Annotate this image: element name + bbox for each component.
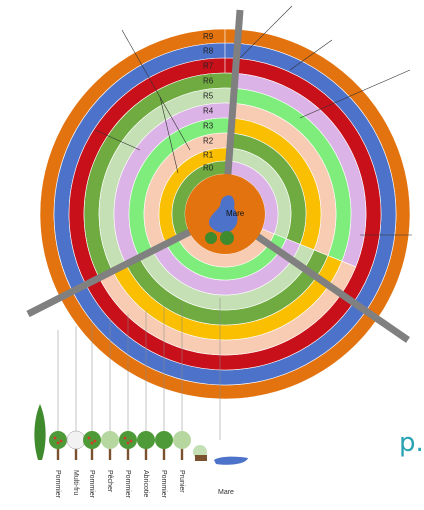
rings-group bbox=[39, 28, 411, 400]
ring-label-r5: R5 bbox=[203, 92, 214, 101]
tree-trunk bbox=[108, 446, 112, 460]
legend-label: Multi-fru bbox=[72, 470, 79, 495]
pond-shrub bbox=[205, 232, 217, 244]
fruit-icon bbox=[129, 439, 133, 443]
tree-icon bbox=[137, 431, 155, 449]
fruit-icon bbox=[93, 439, 97, 443]
fruit-icon bbox=[123, 436, 127, 440]
planter-icon bbox=[195, 455, 207, 461]
annotation-line bbox=[159, 96, 179, 174]
tree-icon bbox=[119, 431, 137, 449]
tree-trunk bbox=[144, 446, 148, 460]
annotation-lines bbox=[94, 5, 412, 236]
tree-icon bbox=[66, 430, 86, 450]
fruit-icon bbox=[56, 441, 60, 445]
tree-trunk bbox=[74, 446, 78, 460]
fruit-icon bbox=[59, 439, 63, 443]
ring-label-r0: R0 bbox=[203, 164, 214, 173]
tree-icon bbox=[83, 431, 101, 449]
tree-icon bbox=[173, 431, 191, 449]
legend-label: Pommier bbox=[88, 470, 95, 499]
legend-label: Mare bbox=[218, 489, 234, 496]
ring-label-r4: R4 bbox=[203, 107, 214, 116]
legend-label: Pommier bbox=[54, 470, 61, 499]
legend-label: Prunier bbox=[178, 470, 185, 493]
legend-label: Pommier bbox=[124, 470, 131, 499]
fruit-icon bbox=[90, 441, 94, 445]
page-number-fragment: p. bbox=[399, 428, 424, 458]
legend-label: Abricotie bbox=[142, 470, 149, 497]
annotation-line bbox=[299, 69, 411, 119]
tree-trunk bbox=[126, 446, 130, 460]
cypress-icon bbox=[34, 404, 46, 460]
pond-shrub bbox=[220, 231, 234, 245]
tree-icon bbox=[155, 431, 173, 449]
center-pond: Mare bbox=[185, 174, 265, 254]
pond-shape bbox=[209, 195, 238, 233]
tree-legend: Pommier Multi-fru Pommier Pêcher Pommier Abri… bbox=[34, 298, 248, 499]
ring-label-r8: R8 bbox=[203, 47, 214, 56]
tree-trunk bbox=[180, 446, 184, 460]
ring-label-r3: R3 bbox=[203, 122, 214, 131]
ring-label-r2: R2 bbox=[203, 137, 214, 146]
mare-icon bbox=[214, 456, 248, 465]
tree-trunk bbox=[162, 446, 166, 460]
fruit-icon bbox=[126, 441, 130, 445]
tree-trunk bbox=[90, 446, 94, 460]
ring-label-r1: R1 bbox=[203, 151, 214, 160]
legend-label: Pommier bbox=[160, 470, 167, 499]
ring-label-r7: R7 bbox=[203, 62, 214, 71]
ring-labels: R9 R8 R7 R6 R5 R4 R3 R2 R1 R0 bbox=[203, 32, 214, 173]
annotation-line bbox=[289, 39, 333, 71]
fruit-icon bbox=[53, 436, 57, 440]
ring-label-r9: R9 bbox=[203, 32, 214, 41]
ring-label-r6: R6 bbox=[203, 77, 214, 86]
fruit-icon bbox=[87, 436, 91, 440]
tree-trunk bbox=[56, 446, 60, 460]
tree-icon bbox=[101, 431, 119, 449]
annotation-line bbox=[121, 29, 191, 151]
annotation-line bbox=[239, 5, 293, 59]
center-label: Mare bbox=[226, 209, 245, 218]
annotation-line bbox=[94, 129, 141, 151]
legend-label: Pêcher bbox=[106, 470, 113, 493]
tree-icon bbox=[49, 431, 67, 449]
